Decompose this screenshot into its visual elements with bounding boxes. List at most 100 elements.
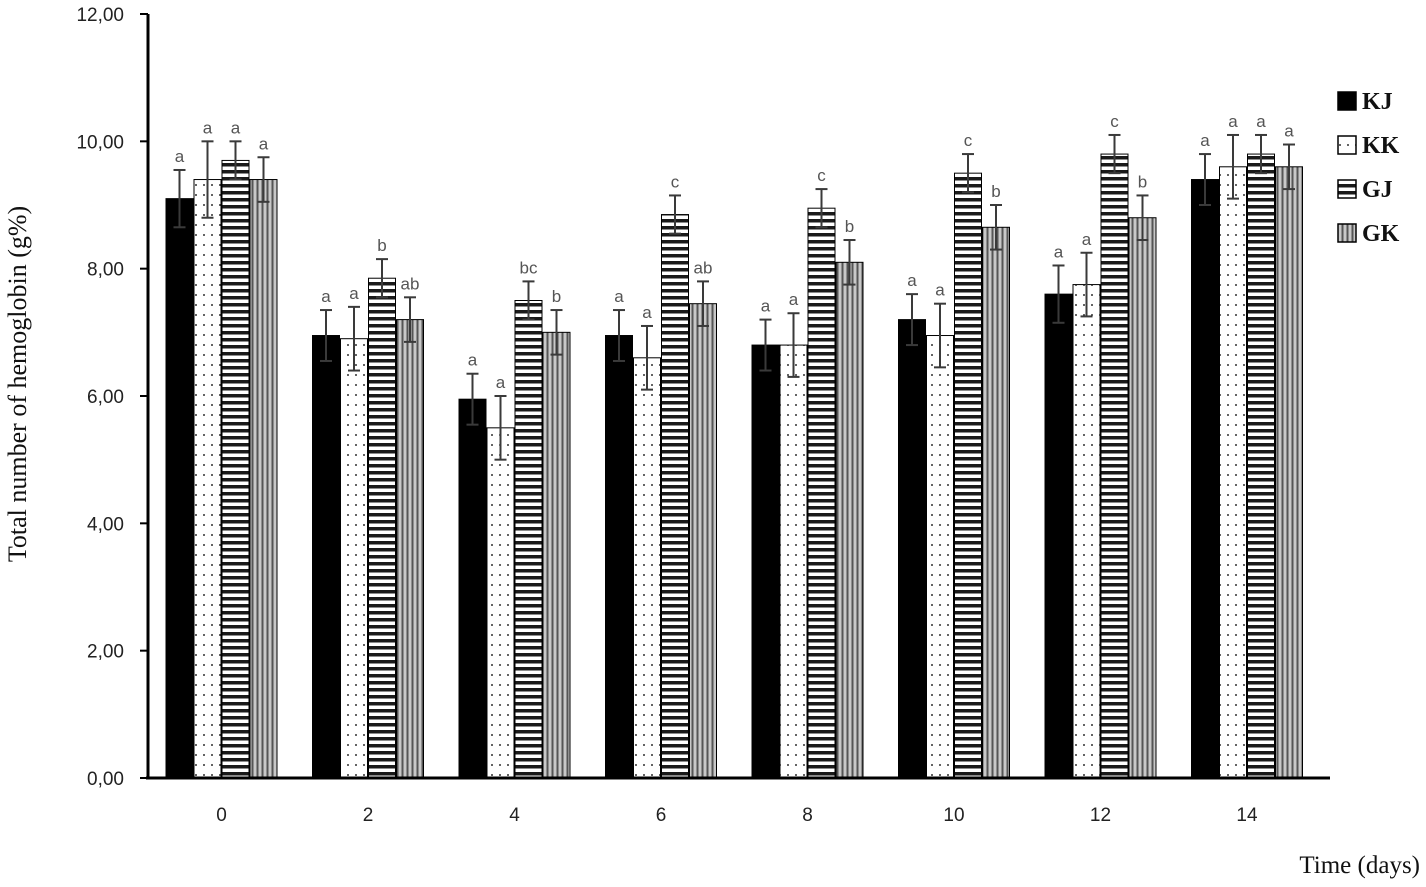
x-tick-label: 0 <box>216 805 227 826</box>
significance-label-kj-day-8: a <box>761 297 771 316</box>
error-bar-kj-day-14 <box>1199 153 1211 206</box>
error-bar-gj-day-14 <box>1255 133 1267 175</box>
bar-gk-day-8 <box>835 261 864 779</box>
error-bar-kj-day-4 <box>466 372 479 426</box>
significance-label-kj-day-2: a <box>321 287 331 306</box>
significance-label-gj-day-10: c <box>964 131 973 150</box>
error-bar-kj-day-2 <box>320 309 332 362</box>
bar-gk-day-2 <box>396 319 424 779</box>
significance-label-gk-day-10: b <box>991 182 1000 201</box>
significance-label-kj-day-0: a <box>175 147 185 166</box>
bar-kk-day-2 <box>340 338 368 779</box>
significance-label-kk-day-2: a <box>349 284 359 303</box>
bar-gk-day-4 <box>542 331 571 779</box>
error-bar-kk-day-8 <box>787 312 800 378</box>
significance-label-gj-day-12: c <box>1110 112 1119 131</box>
bar-kk-day-12 <box>1072 284 1101 779</box>
bar-gj-day-10 <box>954 172 982 779</box>
error-bar-kk-day-2 <box>348 305 360 372</box>
bar-kk-day-4 <box>486 427 515 779</box>
error-bar-kk-day-4 <box>494 395 507 461</box>
significance-label-gj-day-2: b <box>377 236 386 255</box>
bar-kk-day-10 <box>926 335 954 779</box>
x-tick-label: 6 <box>656 805 667 826</box>
significance-label-gj-day-14: a <box>1256 112 1266 131</box>
x-tick-label: 14 <box>1236 805 1258 826</box>
bar-kj-day-10 <box>898 319 926 779</box>
error-bar-kj-day-12 <box>1052 264 1065 324</box>
bar-gj-day-12 <box>1100 153 1129 779</box>
bar-kj-day-8 <box>751 344 780 779</box>
bar-kj-day-4 <box>458 398 487 779</box>
bar-kj-day-14 <box>1191 179 1219 779</box>
significance-label-gk-day-6: ab <box>694 258 713 277</box>
significance-label-kk-day-14: a <box>1228 112 1238 131</box>
error-bar-gk-day-0 <box>257 156 270 203</box>
significance-label-gj-day-8: c <box>817 166 826 185</box>
error-bar-gj-day-2 <box>376 258 388 299</box>
error-bar-gk-day-14 <box>1283 143 1295 191</box>
x-tick-label: 10 <box>943 805 964 826</box>
significance-label-gj-day-0: a <box>231 118 241 137</box>
error-bar-kk-day-10 <box>934 302 946 369</box>
x-ticks-layer: 0 2 4 6 8 10 12 14 <box>216 805 1258 826</box>
error-bar-gj-day-4 <box>522 280 535 321</box>
bar-gj-day-2 <box>368 277 396 779</box>
legend-label: GK <box>1362 221 1400 247</box>
bar-kk-day-14 <box>1219 166 1247 779</box>
legend-swatch <box>1337 135 1357 155</box>
bar-kk-day-8 <box>779 344 808 779</box>
y-tick-label: 0,00 <box>87 769 124 790</box>
significance-label-kk-day-6: a <box>642 303 652 322</box>
significance-label-kk-day-10: a <box>935 281 945 300</box>
bar-gj-day-8 <box>807 207 836 779</box>
error-bar-kk-day-0 <box>201 140 214 219</box>
legend: KJ KK GJ GK <box>1337 89 1400 247</box>
bar-gj-day-0 <box>221 159 250 779</box>
legend-swatch <box>1337 179 1357 199</box>
significance-label-kj-day-4: a <box>468 351 478 370</box>
error-bar-gj-day-6 <box>669 194 681 235</box>
legend-label: KK <box>1362 133 1400 159</box>
y-ticks-layer: 0,00 2,00 4,00 6,00 8,00 10,00 12,00 <box>76 5 148 790</box>
significance-label-gj-day-6: c <box>671 172 680 191</box>
error-bar-gj-day-12 <box>1108 133 1121 175</box>
error-bar-gk-day-8 <box>843 239 856 286</box>
bar-kj-day-0 <box>165 198 194 779</box>
legend-swatch <box>1337 223 1357 243</box>
bar-kj-day-6 <box>605 335 633 779</box>
bar-gk-day-6 <box>689 303 717 779</box>
error-bar-gk-day-10 <box>990 204 1002 251</box>
legend-swatch <box>1337 91 1357 111</box>
bar-kk-day-0 <box>193 179 222 779</box>
error-bar-gk-day-12 <box>1136 194 1149 242</box>
y-tick-label: 8,00 <box>87 260 124 281</box>
legend-item-gj: GJ <box>1337 177 1393 203</box>
bar-kj-day-2 <box>312 335 340 779</box>
y-tick-label: 4,00 <box>87 514 124 535</box>
x-tick-label: 12 <box>1090 805 1111 826</box>
significance-label-kk-day-12: a <box>1082 230 1092 249</box>
significance-label-gk-day-14: a <box>1284 122 1294 141</box>
significance-label-kj-day-10: a <box>907 271 917 290</box>
significance-label-gj-day-4: bc <box>520 258 538 277</box>
bar-kk-day-6 <box>633 357 661 779</box>
significance-label-gk-day-2: ab <box>401 274 420 293</box>
error-bar-kk-day-12 <box>1080 251 1093 318</box>
bar-gk-day-12 <box>1128 217 1157 779</box>
error-bar-kk-day-6 <box>641 324 653 391</box>
x-tick-label: 8 <box>802 805 813 826</box>
legend-label: GJ <box>1362 177 1393 203</box>
legend-item-kj: KJ <box>1337 89 1393 115</box>
significance-label-gk-day-8: b <box>845 217 854 236</box>
bar-kj-day-12 <box>1044 293 1073 779</box>
y-tick-label: 10,00 <box>76 132 124 153</box>
significance-label-gk-day-12: b <box>1138 172 1147 191</box>
significance-label-kj-day-12: a <box>1054 242 1064 261</box>
bar-gk-day-14 <box>1275 166 1303 779</box>
error-bar-gk-day-4 <box>550 309 563 356</box>
bar-gk-day-0 <box>249 179 278 779</box>
error-bar-kj-day-6 <box>613 309 625 362</box>
